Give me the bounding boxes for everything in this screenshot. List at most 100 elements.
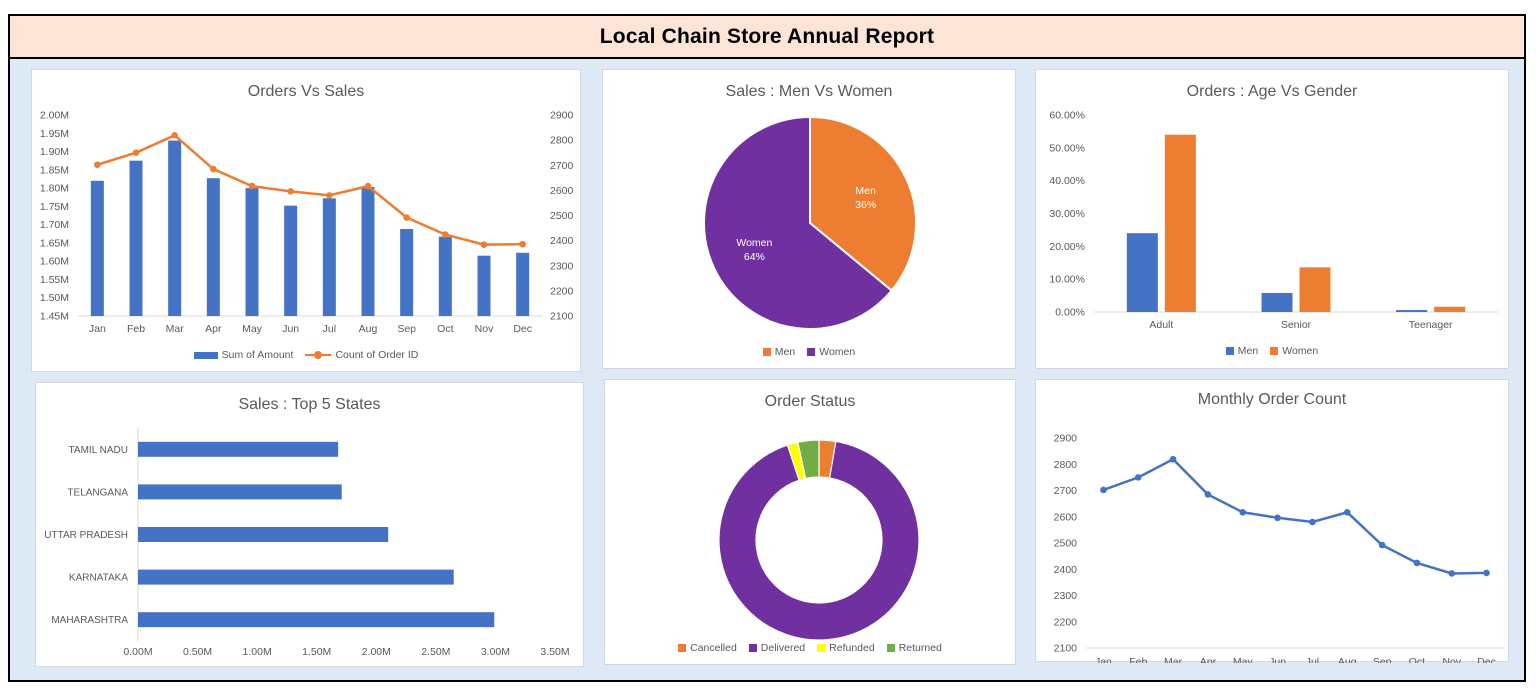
- chart-title: Monthly Order Count: [1197, 391, 1347, 408]
- line-point: [1100, 486, 1107, 494]
- line-point: [1343, 508, 1351, 516]
- x-tick-label: Mar: [166, 323, 185, 335]
- order-status-card: Order Status Cancelled Delivered Refunde…: [604, 379, 1016, 665]
- x-tick-label: Dec: [1477, 656, 1496, 663]
- slice-label: Women: [736, 237, 772, 249]
- line-point: [1413, 559, 1421, 567]
- y-tick-label-left: 1.80M: [40, 183, 69, 195]
- line-point: [210, 165, 217, 173]
- x-tick-label: Mar: [1164, 656, 1183, 663]
- legend-label: Men: [774, 346, 796, 358]
- legend-item: Refunded: [817, 642, 875, 654]
- bar: [138, 527, 389, 542]
- legend-swatch: [748, 644, 757, 652]
- x-tick-label: Jan: [89, 323, 106, 335]
- bar: [206, 178, 220, 316]
- y-tick-label-right: 2600: [550, 185, 574, 197]
- y-tick-label-left: 1.95M: [40, 128, 69, 140]
- legend-item: Men: [1225, 345, 1259, 357]
- donut-slice: [797, 439, 820, 480]
- sales-men-women-card: Sales : Men Vs Women Men 36% Women 64% Men …: [602, 69, 1016, 369]
- line-point: [1134, 474, 1142, 481]
- chart-legend: Men Women: [1036, 345, 1508, 357]
- line-point: [1448, 570, 1456, 577]
- y-tick-label-left: 1.85M: [40, 164, 69, 176]
- y-tick-label-right: 2900: [550, 110, 574, 122]
- line-point: [94, 161, 101, 169]
- x-tick-label: 1.50M: [302, 646, 331, 658]
- y-tick-label: 30.00%: [1049, 208, 1085, 220]
- y-tick-label-left: 2.00M: [40, 110, 69, 122]
- x-tick-label: Sep: [397, 323, 416, 335]
- sales-men-women-chart: Men 36% Women 64%: [703, 115, 917, 330]
- legend-swatch: [817, 644, 826, 652]
- bar: [284, 205, 298, 316]
- slice-value-label: 36%: [855, 199, 876, 211]
- report-frame: Local Chain Store Annual Report Orders V…: [8, 14, 1526, 682]
- y-tick-label: 2300: [1054, 590, 1078, 602]
- line-point: [248, 182, 256, 190]
- bar: [1164, 134, 1196, 312]
- legend-swatch: [305, 351, 332, 359]
- y-tick-label: MAHARASHTRA: [51, 615, 128, 626]
- bar: [361, 186, 375, 316]
- y-tick-label-left: 1.55M: [40, 274, 69, 286]
- y-tick-label-left: 1.70M: [40, 219, 69, 231]
- y-tick-label-left: 1.45M: [40, 311, 69, 323]
- y-tick-label-right: 2800: [550, 135, 574, 147]
- bar: [1126, 233, 1158, 312]
- bar: [1299, 267, 1331, 312]
- x-tick-label: Feb: [1129, 656, 1147, 663]
- x-tick-label: Jul: [323, 323, 336, 335]
- bar: [138, 612, 495, 628]
- y-tick-label: 20.00%: [1049, 241, 1085, 253]
- orders-age-gender-card: Orders : Age Vs Gender 0.00% 10.00% 20.00%…: [1035, 69, 1509, 369]
- chart-title: Order Status: [764, 393, 856, 410]
- sales-top-states-card: Sales : Top 5 States 0.00M 0.50M 1.00M 1.50…: [35, 382, 584, 667]
- sales-top-states-chart: 0.00M 0.50M 1.00M 1.50M 2.00M 2.50M 3.00M 3.50M…: [44, 428, 570, 658]
- bar: [516, 252, 530, 316]
- bar: [138, 484, 342, 500]
- legend-swatch: [193, 351, 218, 359]
- legend-swatch: [762, 348, 771, 356]
- y-tick-label: 2800: [1054, 459, 1078, 471]
- line-point: [132, 149, 140, 156]
- donut-slice: [718, 440, 920, 641]
- bar: [1261, 292, 1293, 312]
- legend-item: Men: [762, 346, 796, 358]
- bar: [1434, 306, 1466, 312]
- chart-legend: Sum of Amount Count of Order ID: [32, 349, 580, 361]
- y-tick-label-left: 1.50M: [40, 292, 69, 304]
- legend-label: Women: [819, 346, 856, 358]
- slice-value-label: 64%: [744, 251, 765, 263]
- y-tick-label-right: 2100: [550, 311, 574, 323]
- y-tick-label: KARNATAKA: [69, 573, 128, 584]
- pie-slice: [809, 115, 917, 292]
- bar: [138, 569, 454, 585]
- bar: [322, 198, 336, 316]
- line-point: [1274, 514, 1281, 522]
- x-tick-label: Oct: [1409, 656, 1425, 663]
- legend-swatch: [1225, 347, 1234, 355]
- legend-swatch: [678, 644, 687, 652]
- y-tick-label-right: 2200: [550, 285, 574, 297]
- x-tick-label: Apr: [205, 323, 222, 335]
- chart-title: Orders Vs Sales: [247, 83, 365, 100]
- bar: [477, 255, 491, 316]
- legend-swatch: [886, 644, 895, 652]
- line-point: [1169, 455, 1177, 463]
- x-tick-label: 3.50M: [540, 646, 569, 658]
- legend-label: Men: [1237, 345, 1259, 357]
- x-tick-label: Nov: [475, 323, 494, 335]
- y-tick-label: TELANGANA: [67, 487, 128, 498]
- order-status-chart: [718, 439, 920, 641]
- line-point: [442, 231, 449, 238]
- series-line: [96, 133, 523, 246]
- legend-label: Sum of Amount: [221, 349, 294, 361]
- y-tick-label: 50.00%: [1049, 142, 1085, 154]
- y-tick-label: 2100: [1054, 643, 1078, 655]
- x-tick-label: 3.00M: [481, 646, 510, 658]
- y-tick-label-left: 1.60M: [40, 256, 69, 268]
- x-tick-label: Teenager: [1409, 319, 1453, 331]
- x-tick-label: Oct: [437, 323, 453, 335]
